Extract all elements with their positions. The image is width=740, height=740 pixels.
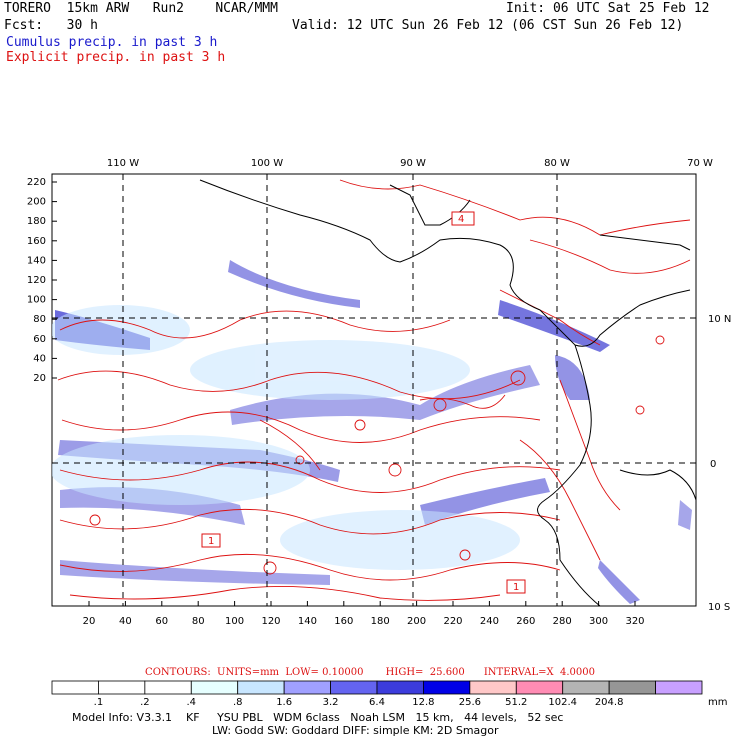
lat-lon-grid	[52, 174, 696, 606]
colorbar-swatch	[237, 680, 285, 695]
x-tick-label: 100	[225, 616, 244, 627]
lon-label: 70 W	[687, 158, 713, 169]
lon-label: 90 W	[400, 158, 426, 169]
physics-info: LW: Godd SW: Goddard DIFF: simple KM: 2D…	[212, 724, 499, 737]
colorbar-swatch	[190, 680, 239, 695]
lat-label: 10 S	[708, 602, 730, 613]
colorbar-swatch	[469, 680, 517, 695]
colorbar-swatch	[515, 680, 564, 695]
init-time: Init: 06 UTC Sat 25 Feb 12	[506, 1, 710, 16]
colorbar-swatch	[608, 680, 656, 695]
colorbar-tick-label: .8	[233, 697, 243, 708]
model-info: Model Info: V3.3.1 KF YSU PBL WDM 6class…	[72, 711, 564, 724]
colorbar-swatch	[655, 680, 703, 695]
y-tick-label: 80	[33, 314, 46, 325]
coastlines	[199, 179, 696, 606]
model-title: TORERO 15km ARW Run2 NCAR/MMM	[4, 1, 278, 16]
y-tick-label: 160	[27, 236, 46, 247]
x-tick-label: 40	[119, 616, 132, 627]
colorbar-swatch	[283, 680, 331, 695]
y-tick-label: 120	[27, 275, 46, 286]
colorbar-tick-label: 3.2	[323, 697, 339, 708]
explicit-precip-contours	[57, 179, 691, 601]
colorbar-tick-label: .2	[140, 697, 150, 708]
colorbar-swatch	[330, 680, 378, 695]
box-label: 1	[513, 582, 519, 593]
x-tick-label: 160	[334, 616, 353, 627]
legend-explicit: Explicit precip. in past 3 h	[6, 50, 226, 65]
lon-label: 110 W	[107, 158, 139, 169]
x-tick-label: 240	[480, 616, 499, 627]
x-tick-label: 20	[83, 616, 96, 627]
y-tick-label: 60	[33, 334, 46, 345]
colorbar-tick-label: 6.4	[369, 697, 385, 708]
x-tick-label: 200	[407, 616, 426, 627]
box-label: 1	[208, 536, 214, 547]
box-label-group: 4 1 1	[201, 211, 526, 594]
colorbar-swatch	[144, 680, 192, 695]
colorbar-title: CONTOURS: UNITS=mm LOW= 0.10000 HIGH= 25…	[145, 667, 595, 678]
colorbar-tick-label: 51.2	[505, 697, 527, 708]
light-precip-areas	[52, 305, 520, 570]
y-tick-label: 100	[27, 295, 46, 306]
y-tick-label: 200	[27, 197, 46, 208]
x-tick-label: 320	[625, 616, 644, 627]
lon-label: 100 W	[251, 158, 283, 169]
colorbar-swatch	[98, 680, 146, 695]
colorbar-tick-label: 204.8	[595, 697, 624, 708]
lon-label: 80 W	[544, 158, 570, 169]
lat-label: 0	[710, 459, 716, 470]
colorbar-tick-label: .1	[94, 697, 104, 708]
colorbar-swatch	[376, 680, 424, 695]
valid-time: Valid: 12 UTC Sun 26 Feb 12 (06 CST Sun …	[292, 18, 684, 33]
colorbar-swatch	[423, 680, 471, 695]
forecast-hour: Fcst: 30 h	[4, 18, 98, 33]
y-tick-label: 220	[27, 177, 46, 188]
x-tick-label: 220	[443, 616, 462, 627]
y-tick-label: 180	[27, 216, 46, 227]
colorbar	[51, 680, 703, 695]
colorbar-swatch	[51, 680, 99, 695]
y-tick-label: 140	[27, 255, 46, 266]
legend-cumulus: Cumulus precip. in past 3 h	[6, 35, 218, 50]
colorbar-tick-label: 12.8	[412, 697, 434, 708]
colorbar-tick-label: 1.6	[276, 697, 292, 708]
colorbar-swatch	[562, 680, 610, 695]
box-label: 4	[458, 214, 464, 225]
colorbar-tick-label: .4	[187, 697, 197, 708]
x-tick-label: 280	[553, 616, 572, 627]
y-tick-label: 40	[33, 353, 46, 364]
colorbar-tick-label: 25.6	[459, 697, 481, 708]
x-tick-label: 120	[261, 616, 280, 627]
x-tick-label: 300	[589, 616, 608, 627]
lat-label: 10 N	[708, 314, 731, 325]
x-tick-label: 60	[155, 616, 168, 627]
x-tick-label: 260	[516, 616, 535, 627]
x-tick-label: 80	[192, 616, 205, 627]
colorbar-tick-label: 102.4	[548, 697, 577, 708]
x-tick-label: 140	[298, 616, 317, 627]
colorbar-unit: mm	[708, 697, 727, 708]
x-tick-label: 180	[371, 616, 390, 627]
y-tick-label: 20	[33, 373, 46, 384]
